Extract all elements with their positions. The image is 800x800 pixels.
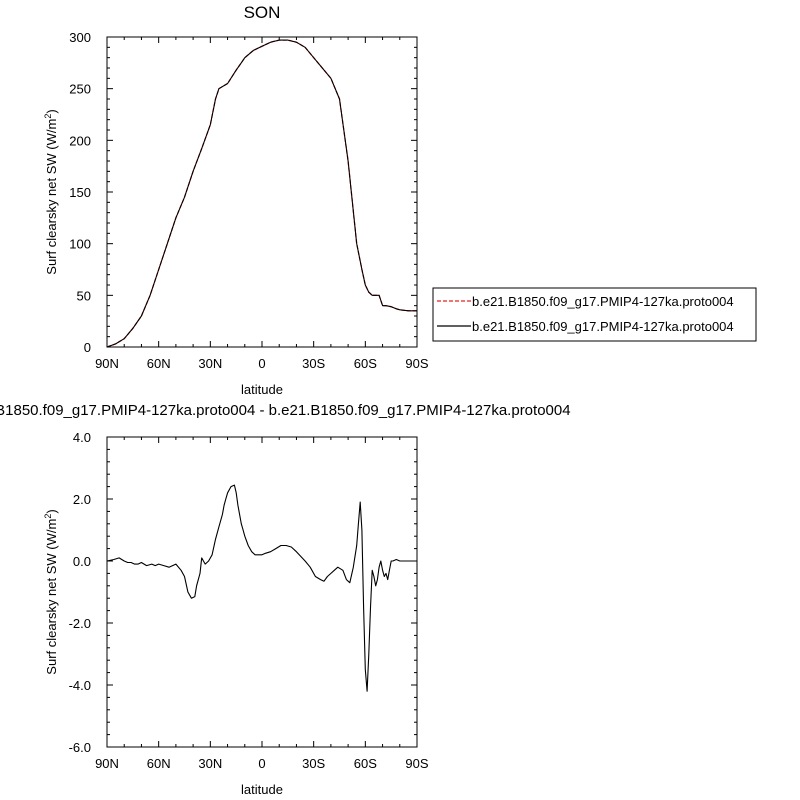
- top-chart-y-tick-label: 300: [69, 30, 91, 45]
- top-chart-series-group: [106, 39, 417, 348]
- bottom-chart-y-axis-label: Surf clearsky net SW (W/m2): [43, 509, 59, 674]
- top-chart-plot-frame: [106, 36, 418, 348]
- bottom-chart-x-tick-label: 30S: [302, 756, 325, 771]
- top-chart-x-tick-label: 60S: [354, 356, 377, 371]
- bottom-chart-title: b.e21.B1850.f09_g17.PMIP4-127ka.proto004…: [0, 402, 571, 419]
- bottom-chart-plot-frame: [106, 436, 418, 748]
- top-chart-x-tick-label: 60N: [147, 356, 171, 371]
- top-chart-title: SON: [244, 3, 281, 22]
- bottom-chart-y-tick-label: 0.0: [73, 554, 91, 569]
- bottom-chart-x-axis-label: latitude: [241, 782, 283, 797]
- top-chart-y-axis-label-main: Surf clearsky net SW (W/m: [44, 119, 59, 275]
- bottom-chart-y-tick-label: 4.0: [73, 430, 91, 445]
- bottom-chart-panel: b.e21.B1850.f09_g17.PMIP4-127ka.proto004…: [0, 402, 571, 797]
- bottom-chart-x-tick-label: 90S: [405, 756, 428, 771]
- legend-label-series-1: b.e21.B1850.f09_g17.PMIP4-127ka.proto004: [472, 294, 734, 309]
- bottom-chart-y-axis-label-end: ): [44, 509, 59, 513]
- top-chart-y-tick-label: 200: [69, 133, 91, 148]
- top-chart-panel: SON 90N 60N 30N 0 30S 60S 90S 0 50 100 150 200 250 30…: [43, 3, 757, 397]
- top-chart-y-tick-label: 250: [69, 82, 91, 97]
- legend-frame: [432, 287, 757, 342]
- bottom-chart-y-tick-label: -6.0: [69, 740, 91, 755]
- top-chart-y-tick-label: 0: [84, 340, 91, 355]
- bottom-chart-x-tick-label: 60S: [354, 756, 377, 771]
- top-chart-x-tick-label: 0: [258, 356, 265, 371]
- bottom-chart-x-tick-label: 90N: [95, 756, 119, 771]
- top-chart-x-axis-label: latitude: [241, 382, 283, 397]
- top-chart-ticks: 90N 60N 30N 0 30S 60S 90S 0 50 100 150 200 250 300: [69, 30, 429, 371]
- bottom-chart-series-group: [106, 484, 417, 692]
- top-chart-x-tick-label: 30S: [302, 356, 325, 371]
- top-chart-y-axis-label: Surf clearsky net SW (W/m2): [43, 109, 59, 274]
- bottom-chart-y-axis-label-main: Surf clearsky net SW (W/m: [44, 519, 59, 675]
- top-chart-y-axis-label-end: ): [44, 109, 59, 113]
- bottom-chart-ticks: 90N 60N 30N 0 30S 60S 90S -6.0 -4.0 -2.0 0.0 2.0 4.0: [69, 430, 429, 771]
- top-chart-series-line-1: [106, 39, 417, 348]
- bottom-chart-x-tick-label: 60N: [147, 756, 171, 771]
- bottom-chart-y-tick-label: 2.0: [73, 492, 91, 507]
- top-chart-x-tick-label: 90N: [95, 356, 119, 371]
- top-chart-x-tick-label: 90S: [405, 356, 428, 371]
- top-chart-x-tick-label: 30N: [198, 356, 222, 371]
- bottom-chart-y-tick-label: -4.0: [69, 678, 91, 693]
- top-chart-legend: b.e21.B1850.f09_g17.PMIP4-127ka.proto004…: [432, 287, 757, 342]
- bottom-chart-series-line-1: [106, 484, 417, 692]
- top-chart-y-tick-label: 50: [77, 288, 91, 303]
- top-chart-y-tick-label: 100: [69, 237, 91, 252]
- top-chart-y-tick-label: 150: [69, 185, 91, 200]
- top-chart-y-axis-label-sup: 2: [43, 114, 53, 119]
- top-chart-series-line-2: [106, 39, 417, 348]
- bottom-chart-x-tick-label: 30N: [198, 756, 222, 771]
- legend-label-series-2: b.e21.B1850.f09_g17.PMIP4-127ka.proto004: [472, 319, 734, 334]
- bottom-chart-x-tick-label: 0: [258, 756, 265, 771]
- bottom-chart-y-axis-label-sup: 2: [43, 514, 53, 519]
- bottom-chart-y-tick-label: -2.0: [69, 616, 91, 631]
